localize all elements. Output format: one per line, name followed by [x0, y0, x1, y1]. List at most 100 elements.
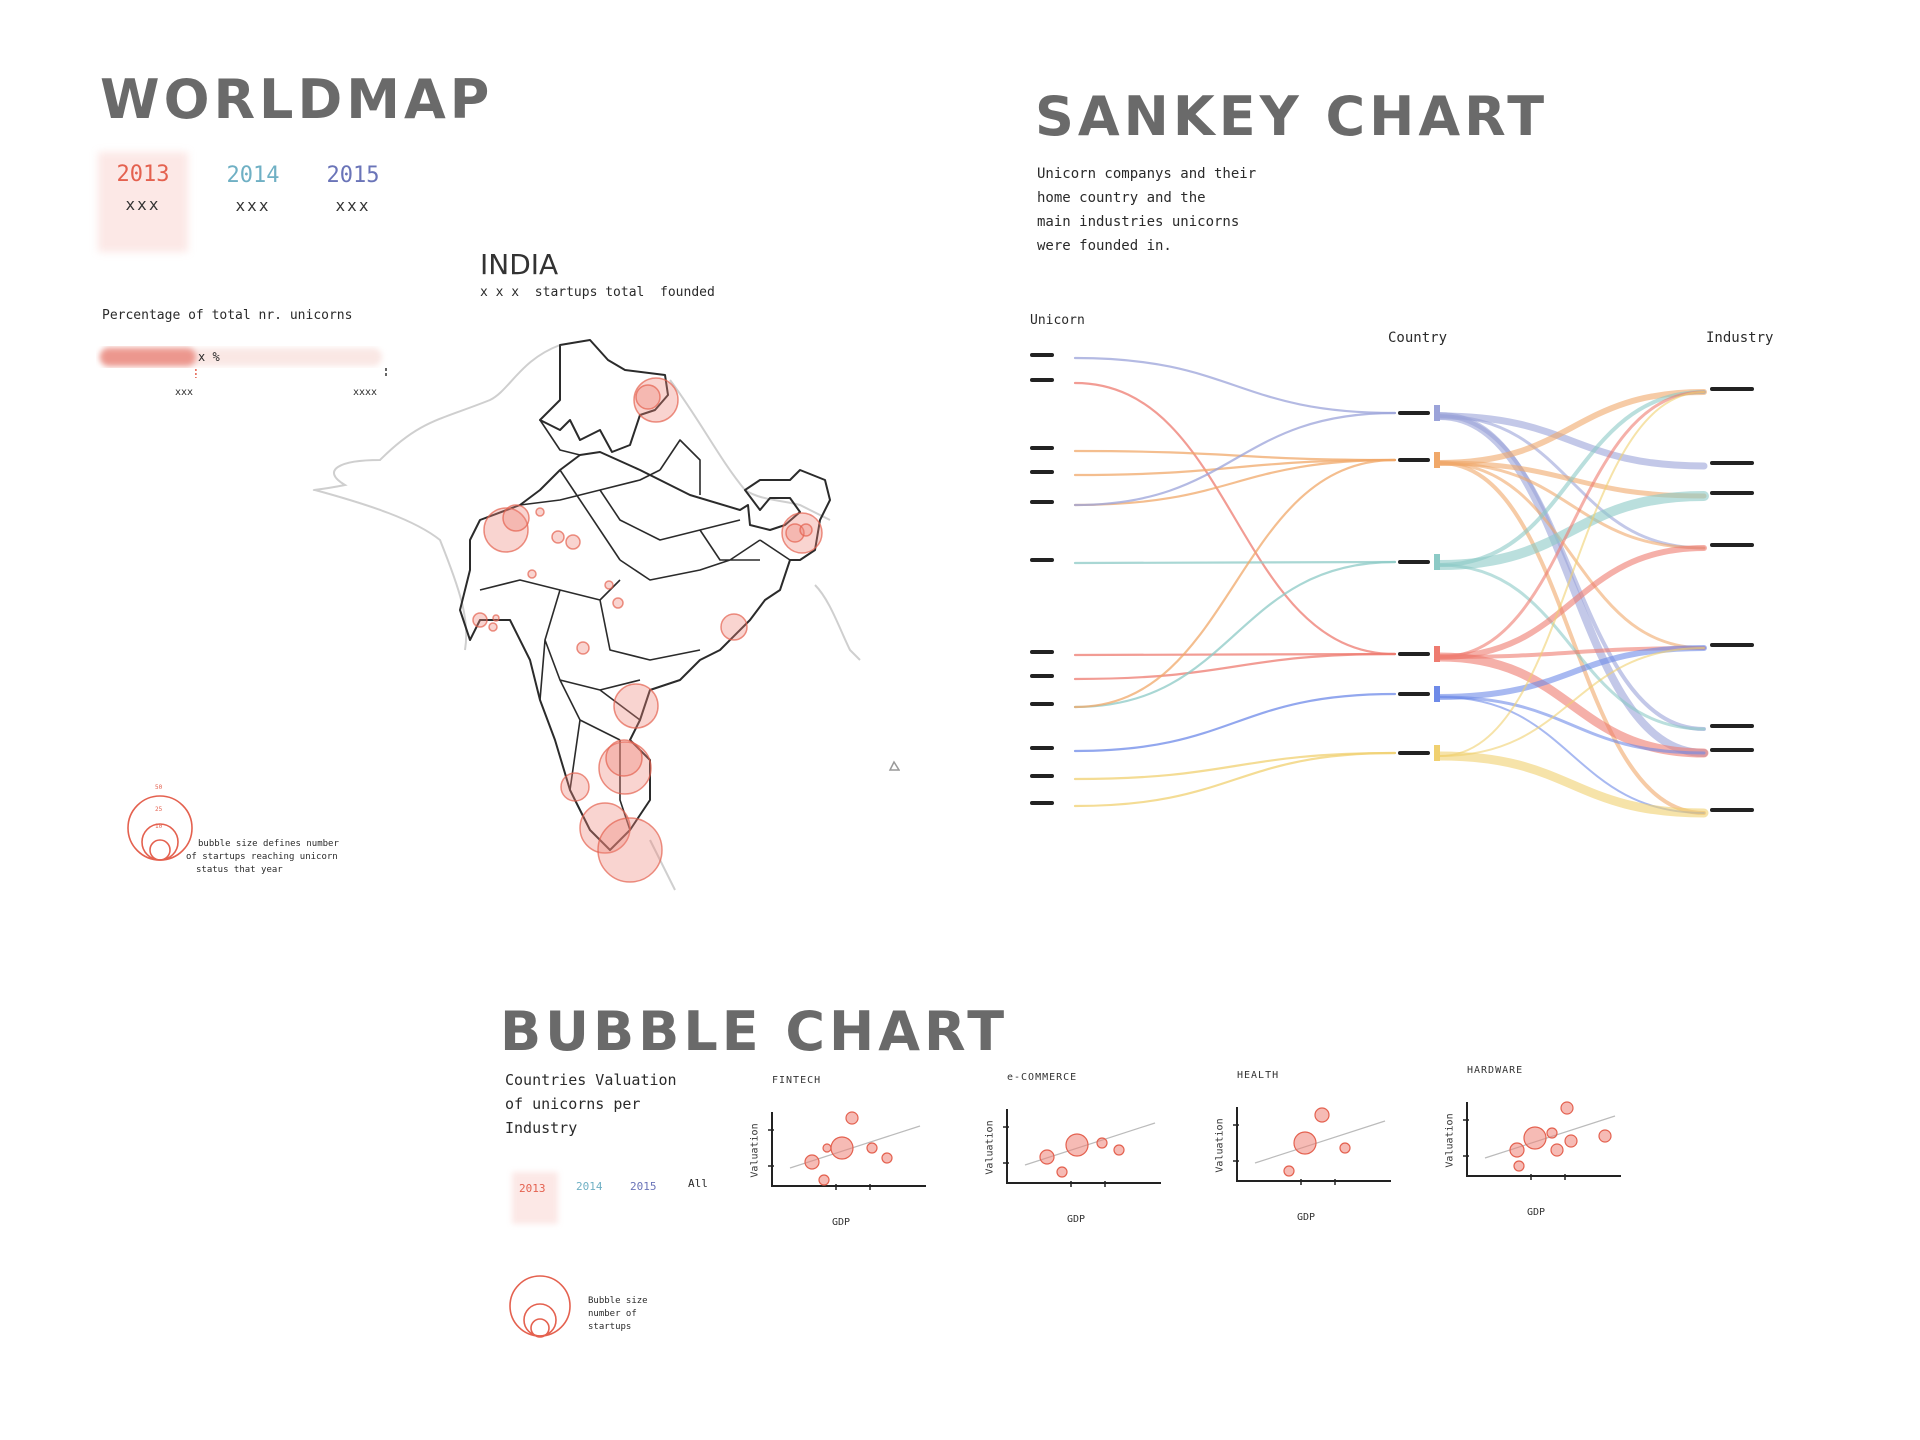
bubble — [1039, 1149, 1055, 1165]
bubble — [1056, 1166, 1068, 1178]
bubble-year-2014[interactable]: 2014 — [576, 1180, 603, 1193]
percentage-fill — [100, 348, 196, 366]
sankey-flow — [1073, 458, 1397, 477]
sankey-flow — [1073, 692, 1397, 753]
y-axis-label: Valuation — [749, 1123, 761, 1178]
city-bubble — [597, 817, 663, 883]
sankey-col-industry: Industry — [1706, 330, 1774, 346]
bubble-year-2015[interactable]: 2015 — [630, 1180, 657, 1193]
city-bubble — [551, 530, 565, 544]
bubble — [804, 1154, 820, 1170]
bubble-year-all[interactable]: All — [688, 1177, 708, 1190]
x-axis-label: GDP — [1527, 1207, 1546, 1218]
year-tab-2015[interactable]: 2015 xxx — [312, 163, 394, 215]
bubble-year-2013[interactable]: 2013 — [519, 1182, 546, 1195]
legend-circle-medium — [523, 1303, 557, 1337]
bubble — [1546, 1127, 1558, 1139]
bubble-legend-text: Bubble size number of startups — [588, 1295, 648, 1334]
percentage-value: x % — [198, 350, 220, 364]
sankey-flow — [1435, 751, 1709, 818]
city-bubble — [633, 377, 679, 423]
bubble — [822, 1143, 832, 1153]
sankey-flow — [1438, 461, 1706, 550]
city-bubbles — [472, 377, 823, 883]
legend-line: status that year — [196, 865, 283, 875]
sankey-flow — [1073, 751, 1397, 808]
bubble-panel-plot — [1463, 1101, 1621, 1180]
city-bubble — [492, 614, 500, 622]
desc-line: of unicorns per — [505, 1095, 641, 1113]
desc-line: Industry — [505, 1119, 578, 1137]
year-value: xxx — [235, 196, 271, 215]
panel-axes — [771, 1112, 926, 1187]
city-bubble — [799, 523, 813, 537]
region-outline — [649, 839, 676, 891]
desc-line: main industries unicorns — [1037, 214, 1240, 230]
sankey-flow — [1073, 449, 1397, 462]
bubble-size-legend — [509, 1275, 571, 1338]
city-bubble — [488, 622, 498, 632]
city-bubble — [472, 612, 488, 628]
panel-title: HEALTH — [1237, 1070, 1280, 1081]
sankey-flow — [1073, 560, 1397, 565]
city-bubble — [720, 613, 748, 641]
city-bubble — [579, 802, 631, 854]
bubble — [1096, 1137, 1108, 1149]
country-flow-bar — [1434, 686, 1440, 702]
year-tab-2014[interactable]: 2014 xxx — [212, 163, 294, 215]
sankey-flow — [1438, 461, 1706, 815]
sankey-flow — [1439, 647, 1705, 757]
sankey-flow — [1073, 356, 1397, 415]
sankey-flow — [1073, 751, 1397, 781]
legend-size-10: 10 — [155, 823, 163, 830]
bubble — [1065, 1133, 1089, 1157]
desc-line: were founded in. — [1037, 238, 1172, 254]
region-outline — [312, 344, 561, 651]
city-bubble — [502, 504, 530, 532]
bubble — [1560, 1101, 1574, 1115]
bar-max-label: xxxx — [353, 387, 378, 398]
bubble — [1598, 1129, 1612, 1143]
sankey-flow — [1438, 695, 1706, 755]
sankey-col-country: Country — [1388, 330, 1448, 346]
bubble-title: Bubble Chart — [500, 1000, 1009, 1063]
bubble-panel-e-commerce: e-COMMERCE Valuation GDP — [985, 1072, 1165, 1225]
year-value: xxx — [335, 196, 371, 215]
sankey-flow — [1073, 560, 1397, 709]
bubble — [1293, 1131, 1317, 1155]
country-flow-bar — [1434, 745, 1440, 761]
sankey-flow — [1435, 652, 1709, 758]
country-flow-bar — [1434, 554, 1440, 570]
legend-line: startups — [588, 1322, 632, 1332]
sankey-flow — [1439, 391, 1705, 757]
panel-axes — [1466, 1102, 1621, 1177]
legend-circle-small — [530, 1318, 550, 1338]
city-bubble — [635, 384, 661, 410]
y-axis-label: Valuation — [1444, 1113, 1456, 1168]
city-bubble — [612, 597, 624, 609]
x-axis-label: GDP — [1067, 1214, 1086, 1225]
panel-title: FINTECH — [772, 1075, 822, 1086]
x-axis-label: GDP — [832, 1217, 851, 1228]
bubble — [818, 1174, 830, 1186]
sankey-description: Unicorn companys and their home country … — [1037, 162, 1256, 258]
year-tab-2013[interactable]: 2013 xxx — [102, 162, 184, 214]
sankey-flow — [1438, 461, 1706, 650]
bubble-panel-health: HEALTH Valuation GDP — [1215, 1070, 1395, 1223]
bubble — [1550, 1143, 1564, 1157]
bubble — [1314, 1107, 1330, 1123]
percentage-label: Percentage of total nr. unicorns — [102, 308, 353, 323]
bar-min-label: xxx — [175, 387, 194, 398]
legend-line: bubble size defines number — [198, 839, 339, 849]
year-value: xxx — [125, 195, 161, 214]
y-axis-label: Valuation — [984, 1120, 996, 1175]
bubble — [845, 1111, 859, 1125]
legend-circle-small — [149, 839, 171, 861]
bubble-panel-fintech: FINTECH Valuation GDP — [750, 1075, 930, 1228]
sankey-flow — [1438, 390, 1706, 567]
city-bubble — [781, 512, 823, 554]
sankey-col-unicorn: Unicorn — [1030, 313, 1085, 328]
legend-line: number of — [588, 1309, 637, 1319]
region-outline — [814, 584, 861, 661]
year-label: 2013 — [116, 162, 170, 187]
